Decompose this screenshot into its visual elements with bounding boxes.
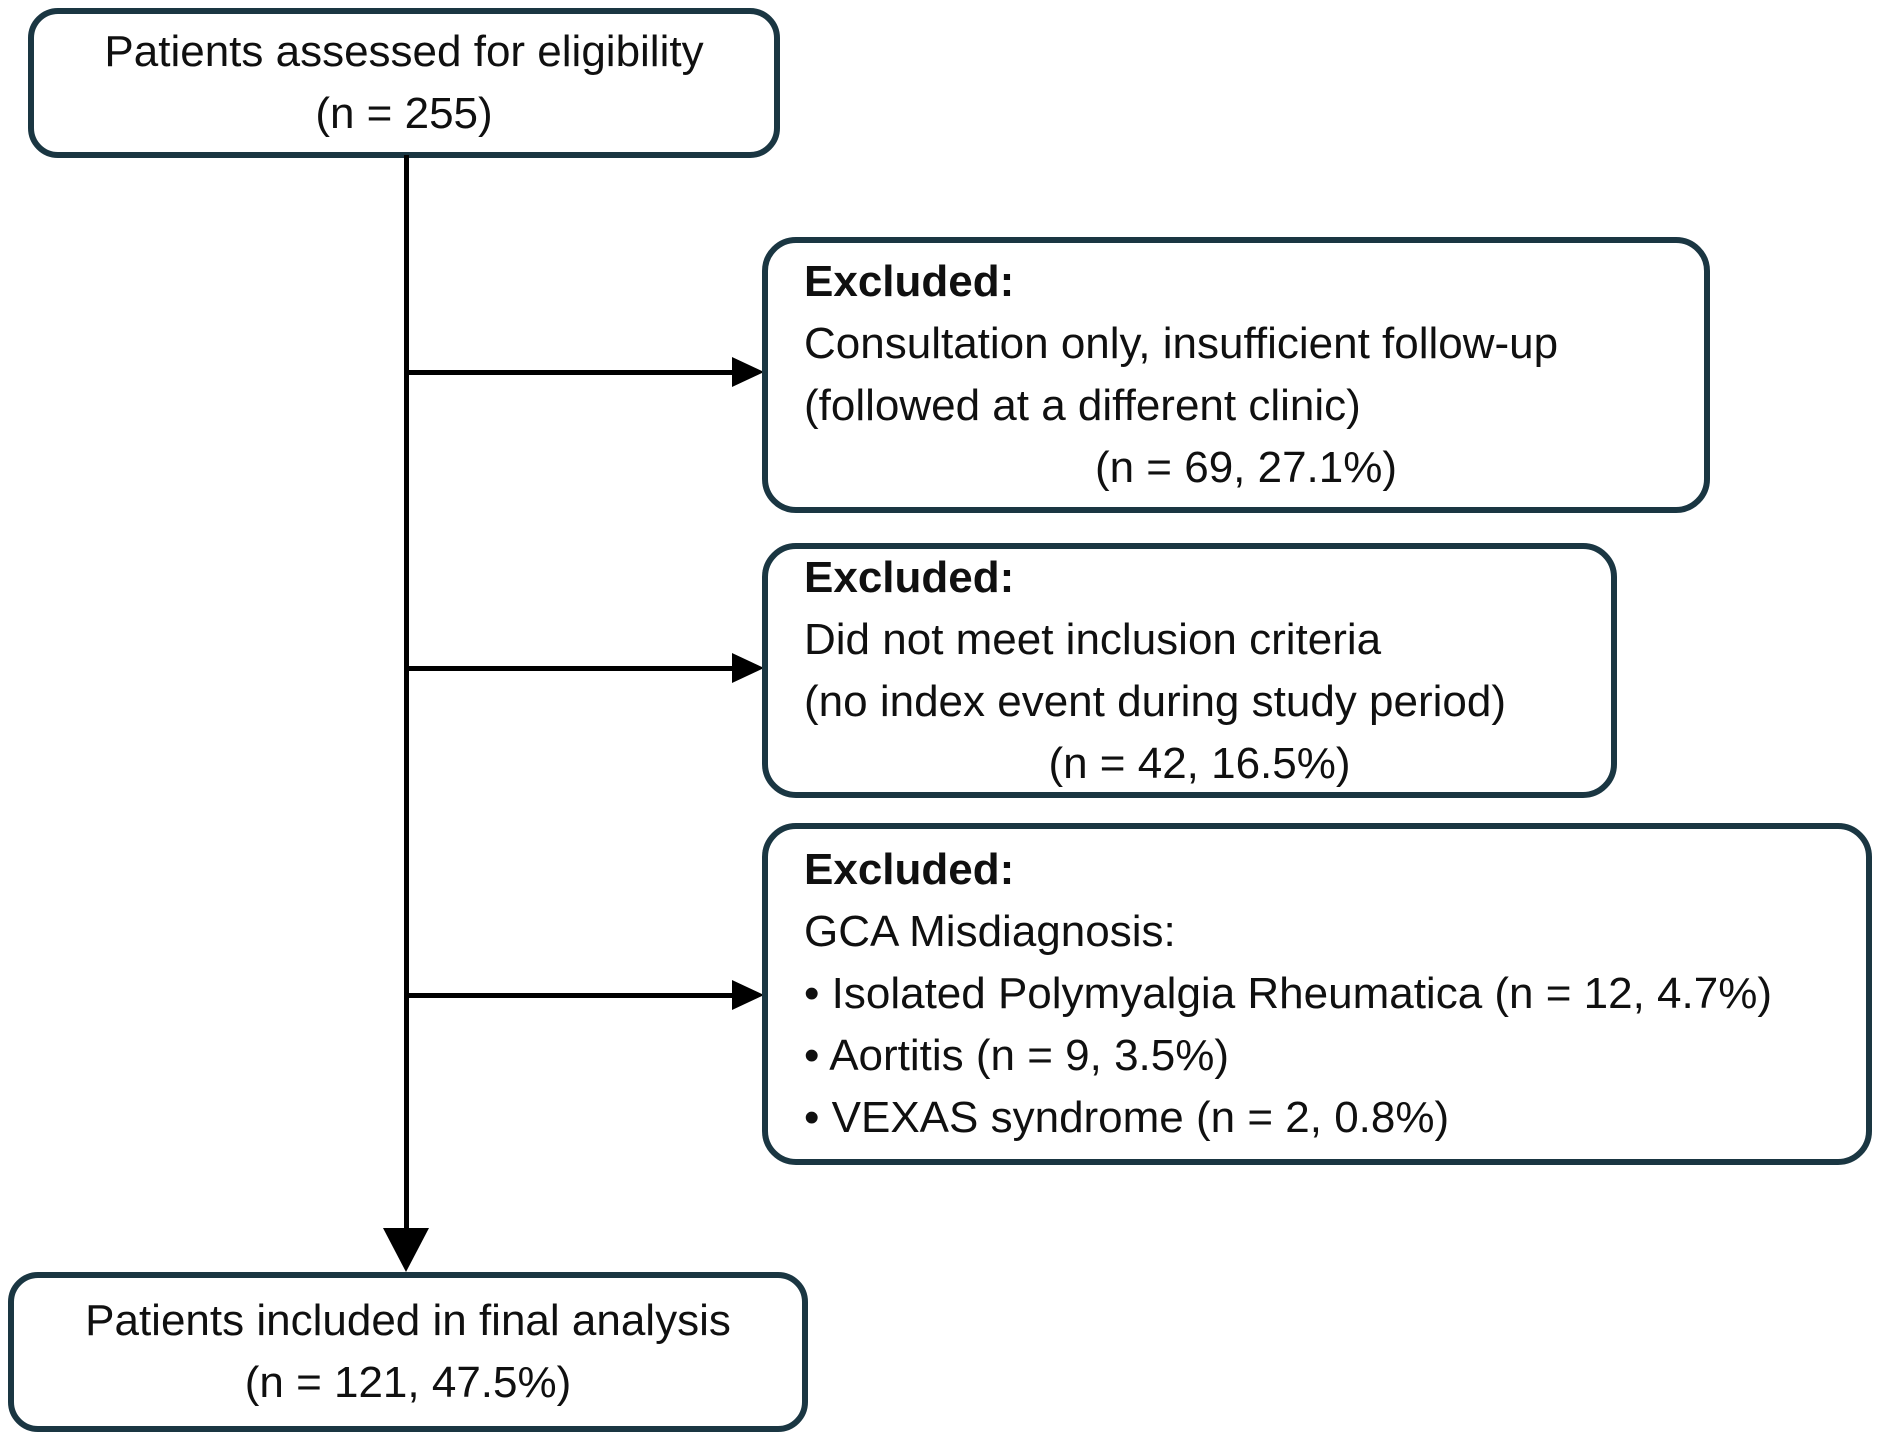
branch-line-2 bbox=[406, 666, 732, 671]
right-arrowhead-icon bbox=[732, 980, 764, 1010]
excluded-box-consultation: Excluded: Consultation only, insufficien… bbox=[762, 237, 1710, 513]
excluded-title: Excluded: bbox=[804, 552, 1015, 602]
excluded-reason: Did not meet inclusion criteria bbox=[804, 614, 1382, 664]
excluded-bullet-vexas: • VEXAS syndrome (n = 2, 0.8%) bbox=[804, 1093, 1450, 1142]
excluded-title: Excluded: bbox=[804, 257, 1015, 306]
excluded-reason: Consultation only, insufficient follow-u… bbox=[804, 319, 1559, 368]
excluded-bullet-pmr: • Isolated Polymyalgia Rheumatica (n = 1… bbox=[804, 969, 1772, 1018]
down-arrowhead-icon bbox=[383, 1228, 429, 1272]
excluded-subtitle: GCA Misdiagnosis: bbox=[804, 907, 1176, 956]
excluded-reason-detail: (followed at a different clinic) bbox=[804, 381, 1361, 430]
excluded-count: (n = 69, 27.1%) bbox=[1094, 443, 1398, 492]
branch-line-3 bbox=[406, 993, 732, 998]
eligibility-box-count: (n = 255) bbox=[315, 89, 493, 138]
main-flow-line bbox=[404, 155, 409, 1232]
eligibility-box-title: Patients assessed for eligibility bbox=[104, 27, 704, 76]
excluded-bullet-aortitis: • Aortitis (n = 9, 3.5%) bbox=[804, 1031, 1230, 1080]
excluded-box-inclusion-criteria: Excluded: Did not meet inclusion criteri… bbox=[762, 543, 1617, 798]
excluded-reason-detail: (no index event during study period) bbox=[804, 676, 1506, 726]
right-arrowhead-icon bbox=[732, 653, 764, 683]
final-analysis-count: (n = 121, 47.5%) bbox=[244, 1358, 572, 1407]
final-analysis-box: Patients included in final analysis (n =… bbox=[8, 1272, 808, 1432]
excluded-count: (n = 42, 16.5%) bbox=[1048, 738, 1351, 788]
excluded-box-gca-misdiagnosis: Excluded: GCA Misdiagnosis: • Isolated P… bbox=[762, 823, 1872, 1165]
excluded-title: Excluded: bbox=[804, 845, 1015, 894]
branch-line-1 bbox=[406, 370, 732, 375]
final-analysis-title: Patients included in final analysis bbox=[85, 1296, 731, 1345]
eligibility-box: Patients assessed for eligibility (n = 2… bbox=[28, 8, 780, 158]
right-arrowhead-icon bbox=[732, 357, 764, 387]
